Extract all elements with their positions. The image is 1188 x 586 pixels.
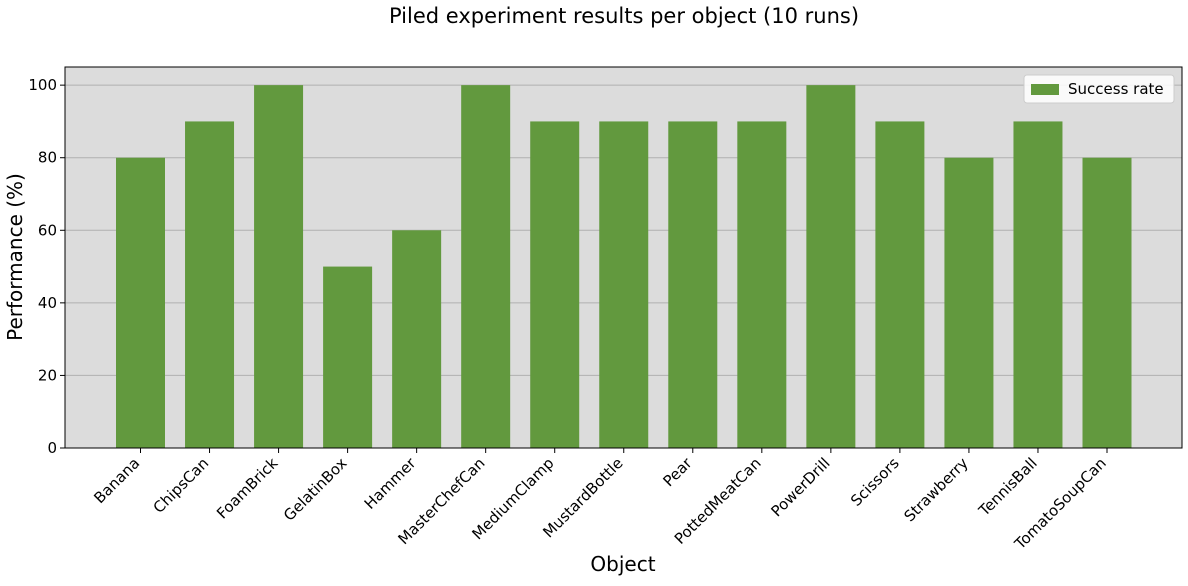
bar-pear xyxy=(668,121,718,448)
x-tick-label: GelatinBox xyxy=(280,454,351,525)
x-tick-label: Hammer xyxy=(361,454,420,513)
bar-scissors xyxy=(875,121,925,448)
x-tick-label: FoamBrick xyxy=(213,454,282,523)
y-axis-label: Performance (%) xyxy=(3,173,27,341)
y-tick-label: 60 xyxy=(38,221,57,239)
bar-chipscan xyxy=(185,121,235,448)
bar-tomatosoupcan xyxy=(1082,157,1132,448)
bar-strawberry xyxy=(944,157,994,448)
bar-mediumclamp xyxy=(530,121,580,448)
chart-title: Piled experiment results per object (10 … xyxy=(389,4,859,28)
y-tick-label: 80 xyxy=(38,149,57,167)
bar-masterchefcan xyxy=(461,85,511,449)
bar-pottedmeatcan xyxy=(737,121,787,448)
bar-foambrick xyxy=(254,85,304,449)
x-axis-label: Object xyxy=(590,552,655,576)
x-tick-label: Pear xyxy=(659,454,696,491)
x-tick-label: Scissors xyxy=(847,454,903,510)
x-tick-label: PowerDrill xyxy=(768,454,834,520)
x-tick-label: TennisBall xyxy=(975,454,1041,520)
x-tick-label: Strawberry xyxy=(901,454,972,525)
bar-mustardbottle xyxy=(599,121,649,448)
bar-hammer xyxy=(392,230,442,448)
y-tick-label: 40 xyxy=(38,294,57,312)
bar-gelatinbox xyxy=(323,266,373,448)
bar-tennisball xyxy=(1013,121,1063,448)
x-tick-label: ChipsCan xyxy=(150,454,213,517)
bar-powerdrill xyxy=(806,85,856,449)
y-tick-label: 20 xyxy=(38,366,57,384)
plot-frame xyxy=(64,66,1183,449)
legend-label: Success rate xyxy=(1068,80,1164,98)
legend-swatch xyxy=(1031,84,1059,95)
y-tick-label: 0 xyxy=(47,439,57,457)
bar-banana xyxy=(116,157,165,448)
x-tick-label: Banana xyxy=(90,454,143,507)
legend-box xyxy=(1023,74,1175,104)
y-tick-label: 100 xyxy=(28,76,57,94)
